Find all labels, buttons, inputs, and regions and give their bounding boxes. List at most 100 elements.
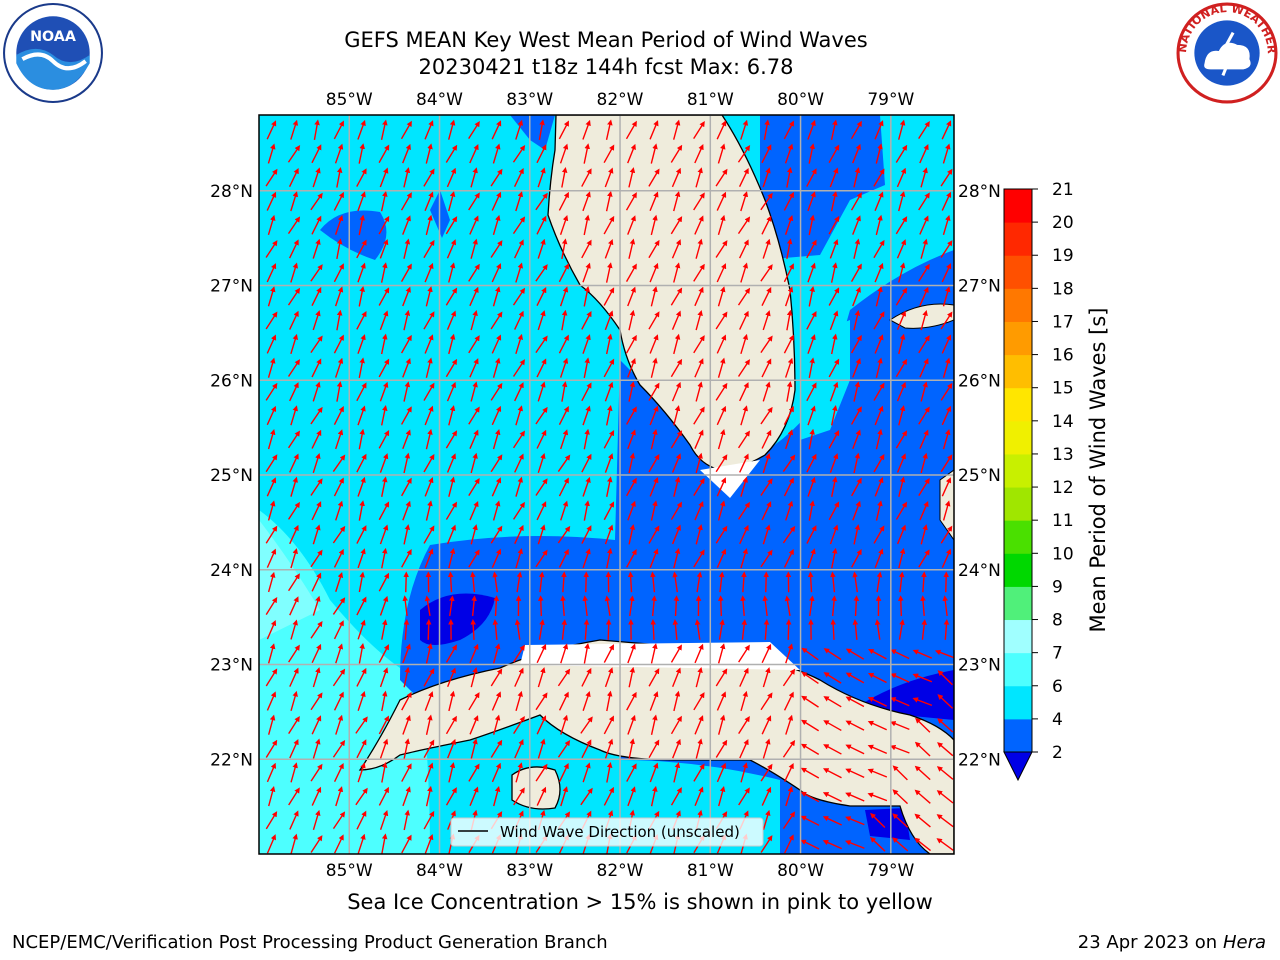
nws-logo: NATIONAL WEATHER SERVICE [1176, 2, 1278, 104]
wave-direction-arrow [831, 547, 838, 569]
wave-direction-arrow [898, 190, 906, 212]
florida-land [547, 115, 796, 471]
wave-direction-arrow [583, 571, 589, 593]
wave-direction-arrow [830, 333, 838, 355]
wave-direction-arrow [762, 238, 771, 259]
wave-direction-arrow [715, 525, 728, 544]
wave-direction-arrow [628, 309, 636, 331]
wave-direction-arrow [401, 834, 412, 854]
wave-direction-arrow [515, 476, 523, 497]
wave-direction-arrow [492, 286, 501, 307]
wave-direction-arrow [266, 191, 277, 211]
wave-direction-arrow [515, 191, 524, 212]
wave-direction-arrow [786, 238, 793, 259]
wave-direction-arrow [852, 286, 861, 307]
wave-direction-arrow [356, 310, 367, 330]
wave-direction-arrow [561, 167, 568, 188]
wave-direction-arrow [940, 240, 953, 258]
wave-direction-arrow [311, 501, 322, 521]
wave-direction-arrow [310, 335, 323, 354]
wave-direction-arrow [717, 214, 726, 236]
wave-direction-arrow [288, 644, 300, 663]
lon-label-top: 82°W [597, 90, 644, 110]
wave-direction-arrow [446, 310, 456, 330]
wave-direction-arrow [379, 595, 389, 616]
wave-direction-arrow [649, 334, 659, 354]
wave-direction-arrow [940, 311, 953, 330]
wave-direction-arrow [741, 619, 748, 640]
wave-direction-arrow [470, 571, 476, 593]
wave-direction-arrow [581, 453, 592, 473]
wave-direction-arrow [807, 571, 814, 593]
wave-direction-arrow [448, 262, 456, 283]
wave-direction-arrow [853, 381, 861, 402]
wave-direction-arrow [265, 168, 278, 187]
wave-direction-arrow [267, 214, 276, 236]
wave-direction-arrow [469, 500, 479, 521]
wave-direction-arrow [921, 619, 928, 640]
wave-direction-arrow [737, 359, 751, 377]
wave-direction-arrow [425, 785, 433, 807]
wave-direction-arrow [267, 143, 276, 164]
wave-direction-arrow [333, 762, 344, 783]
wave-direction-arrow [740, 690, 748, 712]
wave-direction-arrow [786, 381, 793, 402]
wave-direction-arrow [358, 286, 365, 307]
wave-direction-arrow [606, 476, 613, 497]
wave-direction-arrow [941, 120, 952, 140]
wave-direction-arrow [492, 214, 501, 236]
wave-direction-arrow [289, 810, 299, 830]
wave-direction-arrow [491, 120, 502, 140]
wave-direction-arrow [670, 287, 683, 306]
wave-direction-arrow [895, 287, 908, 306]
wave-direction-arrow [801, 695, 819, 708]
wave-direction-arrow [649, 262, 659, 283]
wave-direction-arrow [333, 191, 344, 211]
wave-direction-arrow [807, 476, 816, 497]
wave-direction-arrow [762, 381, 771, 402]
wave-direction-arrow [470, 666, 478, 688]
wave-direction-arrow [604, 524, 614, 545]
wave-direction-arrow [400, 334, 412, 354]
map-frame [258, 114, 955, 855]
wave-direction-arrow [558, 477, 569, 497]
wave-direction-arrow [850, 192, 862, 211]
wave-direction-arrow [650, 571, 656, 593]
wave-direction-arrow [267, 286, 276, 307]
wave-direction-arrow [515, 405, 523, 426]
colorbar-segment [1004, 288, 1032, 322]
colorbar-segment [1004, 354, 1032, 389]
wave-direction-arrow [829, 381, 839, 402]
wave-direction-arrow [424, 191, 434, 211]
wave-direction-arrow [628, 167, 636, 188]
wave-direction-arrow [716, 691, 727, 711]
wave-direction-arrow [800, 767, 820, 779]
wave-direction-arrow [782, 811, 796, 830]
wave-direction-arrow [557, 668, 571, 687]
wave-direction-arrow [670, 358, 683, 378]
wave-direction-arrow [403, 309, 411, 331]
wave-direction-arrow [448, 333, 456, 355]
wave-direction-arrow [605, 333, 613, 355]
wave-direction-arrow [332, 811, 346, 830]
wave-direction-arrow [650, 214, 658, 236]
wave-direction-arrow [807, 405, 816, 426]
wave-direction-arrow [822, 839, 843, 850]
wave-direction-arrow [604, 238, 614, 259]
wave-direction-arrow [445, 358, 458, 378]
wave-direction-arrow [920, 310, 928, 331]
wave-direction-arrow [670, 644, 682, 663]
wave-direction-arrow [627, 643, 636, 664]
wave-direction-arrow [536, 643, 547, 664]
wave-direction-arrow [823, 672, 842, 684]
wave-direction-arrow [424, 262, 434, 283]
wave-direction-arrow [402, 786, 411, 807]
wave-direction-arrow [671, 381, 681, 402]
wave-direction-arrow [671, 239, 681, 259]
lat-label-left: 25°N [210, 466, 253, 486]
wave-direction-arrow [875, 357, 883, 378]
wave-direction-arrow [400, 120, 412, 140]
lat-label-right: 26°N [958, 371, 1001, 391]
wave-direction-arrow [873, 525, 885, 544]
wave-direction-arrow [716, 405, 727, 426]
